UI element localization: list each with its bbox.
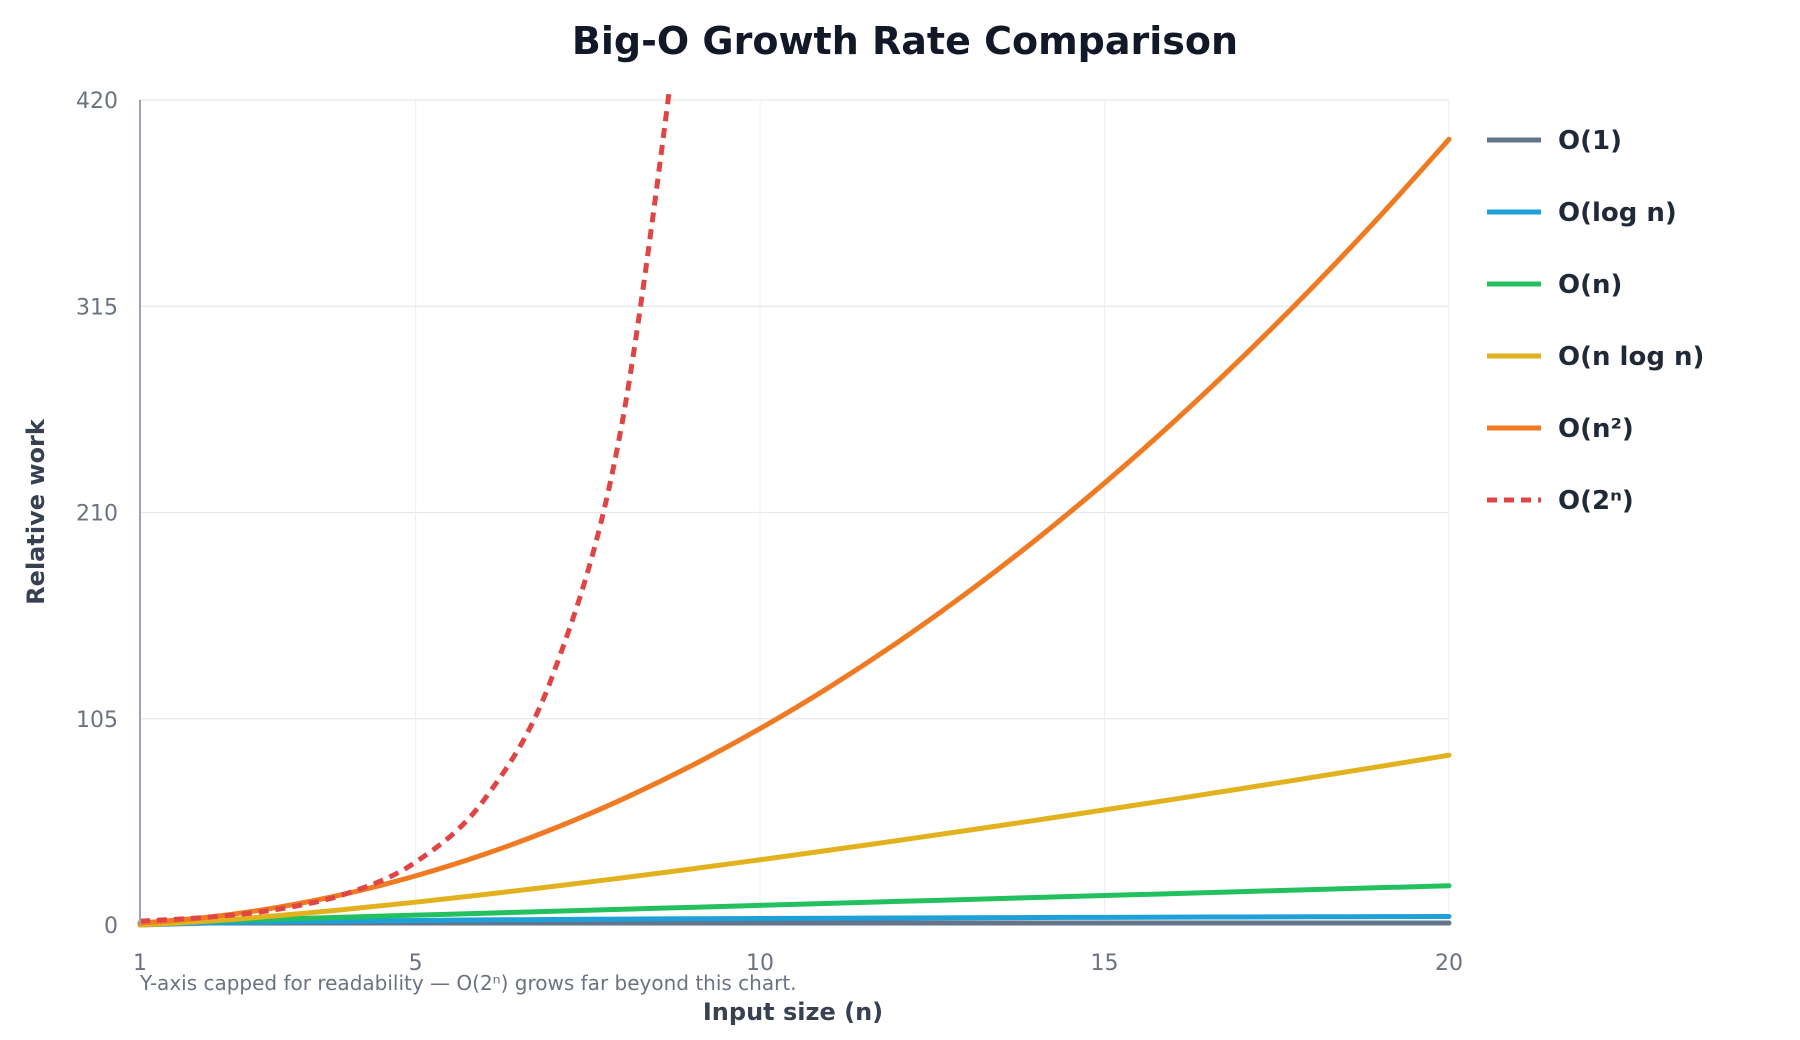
x-tick-label: 20 [1435, 951, 1463, 976]
legend-label-0: O(1) [1558, 126, 1622, 156]
y-tick-label: 105 [76, 708, 118, 733]
series-line-5 [139, 92, 672, 924]
annotation: Y-axis capped for readability — O(2ⁿ) gr… [139, 971, 797, 995]
x-tick-label: 5 [409, 951, 423, 976]
series-line-4 [137, 136, 1452, 926]
series-line-3 [137, 752, 1452, 928]
legend: O(1) O(log n) O(n) O(n log n) O(n²) O(2ⁿ) [1487, 126, 1704, 516]
series-line-2 [137, 883, 1452, 926]
y-tick-label: 0 [104, 914, 118, 939]
series-lines [137, 92, 1452, 928]
x-tick-label: 15 [1091, 951, 1119, 976]
x-tick-label: 10 [746, 951, 774, 976]
y-tick-label: 420 [76, 89, 118, 114]
legend-label-1: O(log n) [1558, 198, 1677, 228]
x-tick-label: 1 [133, 951, 147, 976]
y-axis-label: Relative work [22, 418, 50, 605]
legend-label-4: O(n²) [1558, 414, 1634, 444]
x-axis-label: Input size (n) [703, 998, 883, 1026]
legend-label-2: O(n) [1558, 270, 1622, 300]
series-line-1 [137, 914, 1452, 928]
y-tick-label: 210 [76, 502, 118, 527]
chart-title: Big-O Growth Rate Comparison [572, 19, 1238, 63]
y-tick-label: 315 [76, 295, 118, 320]
grid [139, 99, 1450, 926]
legend-label-3: O(n log n) [1558, 342, 1704, 372]
legend-label-5: O(2ⁿ) [1558, 486, 1634, 516]
